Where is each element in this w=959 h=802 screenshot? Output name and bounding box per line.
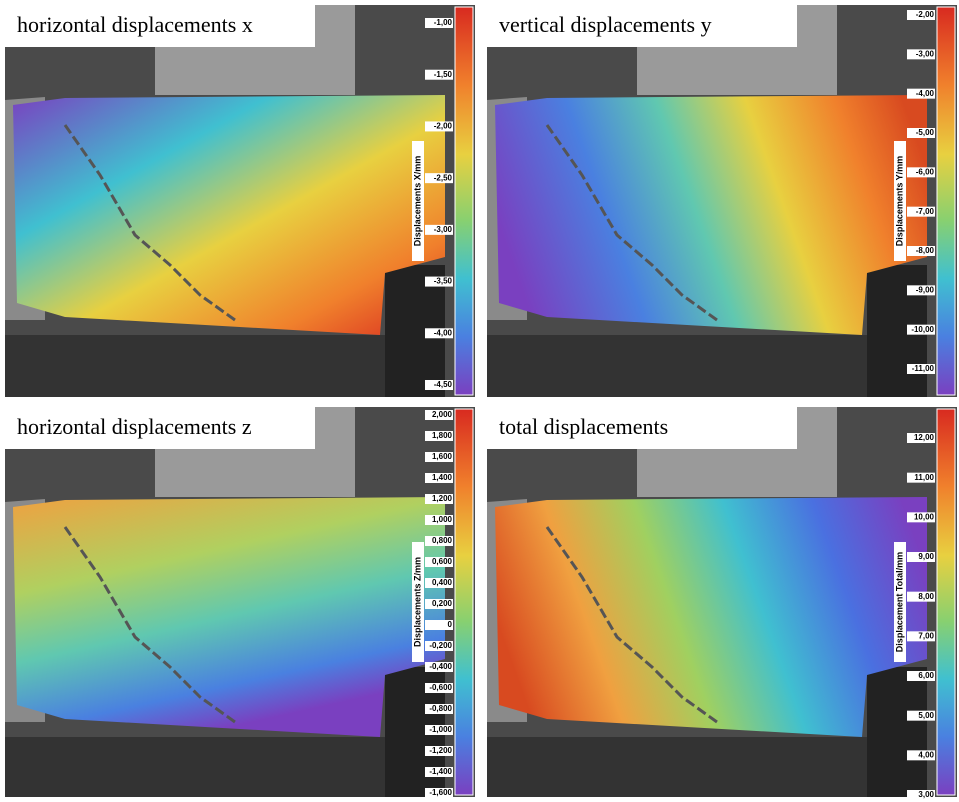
photo-floor [487, 335, 867, 397]
colorbar-tick-label: -0,200 [429, 641, 452, 650]
panel: 2,000 1,800 1,600 1,400 1,200 1,000 0,800 0,600… [5, 407, 475, 798]
colorbar-tick-label: -2,50 [434, 173, 453, 182]
colorbar-tick-label: 4,00 [918, 750, 934, 759]
panel-title: total displacements [499, 414, 668, 439]
colorbar-tick-label: 10,00 [914, 512, 935, 521]
photo-floor [487, 737, 867, 797]
colorbar-tick-label: 0,200 [432, 599, 453, 608]
photo-floor [5, 335, 385, 397]
colorbar-tick-label: -0,600 [429, 683, 452, 692]
colorbar-tick-label: -7,00 [916, 207, 935, 216]
colorbar-tick-label: 1,200 [432, 494, 453, 503]
colorbar-tick-label: -2,00 [434, 122, 453, 131]
colorbar-tick-label: 0,800 [432, 536, 453, 545]
colorbar-tick-label: -3,00 [434, 225, 453, 234]
colorbar-tick-label: 7,00 [918, 631, 934, 640]
colorbar-tick-label: -1,00 [434, 18, 453, 27]
colorbar-tick-label: -1,400 [429, 767, 452, 776]
displacement-field [495, 497, 927, 737]
colorbar-tick-label: 8,00 [918, 592, 934, 601]
colorbar-axis-label: Displacements X/mm [412, 156, 422, 247]
panel-title: horizontal displacements z [17, 414, 252, 439]
colorbar-tick-label: -2,00 [916, 10, 935, 19]
colorbar-tick-label: 2,000 [432, 410, 453, 419]
colorbar-tick-label: 5,00 [918, 711, 934, 720]
colorbar-tick-label: -8,00 [916, 246, 935, 255]
colorbar-tick-label: -0,400 [429, 662, 452, 671]
colorbar [455, 409, 473, 795]
displacement-field [13, 497, 445, 737]
colorbar-tick-label: -4,00 [916, 89, 935, 98]
colorbar-tick-label: 3,00 [918, 790, 934, 799]
colorbar-tick-label: -1,50 [434, 70, 453, 79]
colorbar-tick-label: -11,00 [912, 364, 935, 373]
colorbar-tick-label: 0,400 [432, 578, 453, 587]
colorbar-tick-label: -4,50 [434, 380, 453, 389]
colorbar-tick-label: -0,800 [429, 704, 452, 713]
colorbar-tick-label: 6,00 [918, 671, 934, 680]
panel-title: horizontal displacements x [17, 12, 253, 37]
colorbar-tick-label: -1,000 [429, 725, 452, 734]
colorbar-tick-label: -6,00 [916, 167, 935, 176]
colorbar-tick-label: -1,200 [429, 746, 452, 755]
colorbar-tick-label: -1,600 [429, 788, 452, 797]
panel-title: vertical displacements y [499, 12, 712, 37]
colorbar-axis-label: Displacements Y/mm [894, 156, 904, 246]
colorbar-tick-label: 0,600 [432, 557, 453, 566]
panel: -2,00 -3,00 -4,00 -5,00 -6,00 -7,00 -8,00 -9,00… [487, 5, 957, 397]
colorbar-tick-label: 9,00 [918, 552, 934, 561]
colorbar [455, 7, 473, 395]
colorbar-tick-label: -9,00 [916, 285, 935, 294]
colorbar [937, 409, 955, 795]
colorbar-tick-label: 1,600 [432, 452, 453, 461]
panel: -1,00 -1,50 -2,00 -2,50 -3,00 -3,50 -4,00 -4,50… [5, 5, 475, 397]
colorbar-tick-label: -5,00 [916, 128, 935, 137]
panel: 12,00 11,00 10,00 9,00 8,00 7,00 6,00 5,00 4,00 3… [487, 407, 957, 800]
colorbar-tick-label: 11,00 [914, 473, 934, 482]
photo-floor [5, 737, 385, 797]
displacement-field [13, 95, 445, 335]
colorbar-tick-label: 1,000 [432, 515, 453, 524]
photo-fixture [867, 667, 927, 797]
colorbar-tick-label: -10,00 [911, 325, 934, 334]
colorbar-tick-label: 0 [448, 620, 453, 629]
colorbar-tick-label: -3,50 [434, 277, 453, 286]
figure: -1,00 -1,50 -2,00 -2,50 -3,00 -3,50 -4,00 -4,50… [0, 0, 959, 802]
colorbar-tick-label: 12,00 [914, 433, 935, 442]
colorbar-axis-label: Displacement Total/mm [894, 552, 904, 652]
colorbar [937, 7, 955, 395]
colorbar-tick-label: -3,00 [916, 49, 935, 58]
colorbar-tick-label: -4,00 [434, 328, 453, 337]
colorbar-tick-label: 1,800 [432, 431, 453, 440]
colorbar-axis-label: Displacements Z/mm [412, 557, 422, 647]
colorbar-tick-label: 1,400 [432, 473, 453, 482]
displacement-field [495, 95, 927, 335]
